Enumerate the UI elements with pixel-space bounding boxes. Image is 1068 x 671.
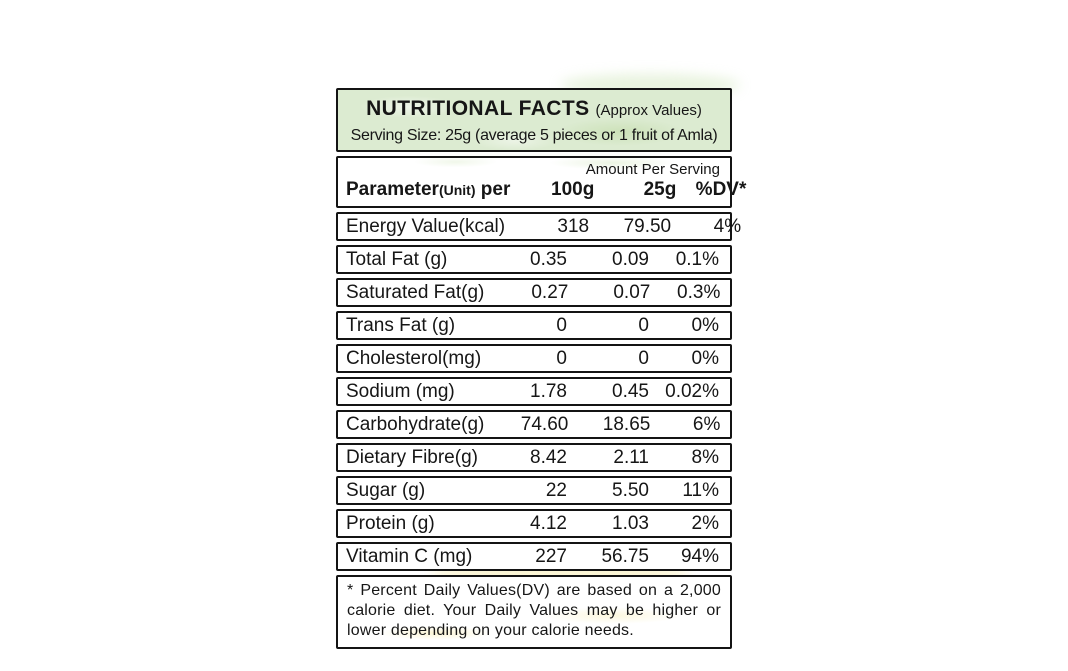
value-dv: 0.1% [675, 249, 719, 270]
value-per-100g: 0 [556, 348, 567, 369]
value-per-100g: 22 [545, 480, 567, 501]
row-label: Total Fat (g) [346, 249, 448, 270]
table-row: Sodium (mg) 1.78 0.45 0.02% [336, 377, 732, 406]
row-label: Protein (g) [346, 513, 435, 534]
value-per-25g: 18.65 [602, 414, 651, 435]
value-per-100g: 227 [535, 546, 567, 567]
row-label: Trans Fat (g) [346, 315, 456, 336]
row-label: Sugar (g) [346, 480, 426, 501]
value-per-25g: 0.09 [612, 249, 649, 270]
table-row: Vitamin C (mg) 227 56.75 94% [336, 542, 732, 571]
value-per-25g: 5.50 [612, 480, 649, 501]
table-row: Carbohydrate(g) 74.60 18.65 6% [336, 410, 732, 439]
table-row: Protein (g) 4.12 1.03 2% [336, 509, 732, 538]
table-row: Cholesterol(mg) 0 0 0% [336, 344, 732, 373]
value-per-100g: 74.60 [520, 414, 569, 435]
value-per-25g: 0 [638, 315, 649, 336]
value-per-25g: 0.45 [612, 381, 649, 402]
per-100g-column-header: 100g [551, 179, 595, 200]
table-row: Dietary Fibre(g) 8.42 2.11 8% [336, 443, 732, 472]
nutrition-facts-panel: NUTRITIONAL FACTS (Approx Values) Serving… [336, 88, 746, 653]
dv-column-header: %DV* [695, 179, 747, 200]
table-row: Trans Fat (g) 0 0 0% [336, 311, 732, 340]
value-per-25g: 1.03 [612, 513, 649, 534]
row-label: Energy Value(kcal) [346, 216, 506, 237]
footnote-section: * Percent Daily Values(DV) are based on … [336, 575, 732, 649]
title-section: NUTRITIONAL FACTS (Approx Values) Serving… [336, 88, 732, 152]
value-per-100g: 0.35 [530, 249, 567, 270]
value-per-100g: 0.27 [531, 282, 569, 303]
amount-per-serving-header: Amount Per Serving [585, 161, 720, 178]
parameter-column-header: Parameter(Unit) per [346, 179, 510, 201]
value-per-25g: 0.07 [613, 282, 651, 303]
value-dv: 2% [691, 513, 719, 534]
value-per-25g: 56.75 [601, 546, 649, 567]
table-row: Total Fat (g) 0.35 0.09 0.1% [336, 245, 732, 274]
value-dv: 0% [691, 348, 719, 369]
row-label: Cholesterol(mg) [346, 348, 482, 369]
per-25g-column-header: 25g [643, 179, 677, 200]
value-dv: 8% [691, 447, 719, 468]
value-dv: 6% [692, 414, 721, 435]
value-dv: 11% [682, 480, 719, 501]
title-line: NUTRITIONAL FACTS (Approx Values) [342, 95, 726, 125]
row-label: Dietary Fibre(g) [346, 447, 478, 468]
value-per-25g: 79.50 [623, 216, 672, 237]
value-per-100g: 0 [556, 315, 567, 336]
value-per-25g: 0 [638, 348, 649, 369]
panel-title: NUTRITIONAL FACTS [366, 97, 590, 120]
table-row: Energy Value(kcal) 318 79.50 4% [336, 212, 741, 241]
row-label: Sodium (mg) [346, 381, 455, 402]
column-header-section: Amount Per Serving Parameter(Unit) per 1… [336, 156, 746, 208]
value-per-100g: 1.78 [530, 381, 567, 402]
value-dv: 0% [691, 315, 719, 336]
parameter-word: Parameter [346, 179, 439, 200]
value-dv: 94% [680, 546, 719, 567]
value-dv: 0.02% [665, 381, 719, 402]
row-label: Carbohydrate(g) [346, 414, 485, 435]
serving-size-text: Serving Size: 25g (average 5 pieces or 1… [350, 127, 718, 144]
value-per-25g: 2.11 [613, 447, 649, 468]
table-row: Sugar (g) 22 5.50 11% [336, 476, 732, 505]
title-note: (Approx Values) [595, 102, 702, 119]
row-label: Vitamin C (mg) [346, 546, 473, 567]
value-per-100g: 318 [557, 216, 590, 237]
value-dv: 4% [713, 216, 742, 237]
value-per-100g: 4.12 [530, 513, 567, 534]
per-word: per [480, 179, 511, 200]
daily-values-footnote: * Percent Daily Values(DV) are based on … [347, 582, 721, 639]
unit-word: (Unit) [438, 182, 476, 198]
table-row: Saturated Fat(g) 0.27 0.07 0.3% [336, 278, 732, 307]
column-headers-row: Parameter(Unit) per 100g 25g %DV* [338, 178, 746, 201]
value-dv: 0.3% [677, 282, 721, 303]
value-per-100g: 8.42 [530, 447, 567, 468]
row-label: Saturated Fat(g) [346, 282, 485, 303]
